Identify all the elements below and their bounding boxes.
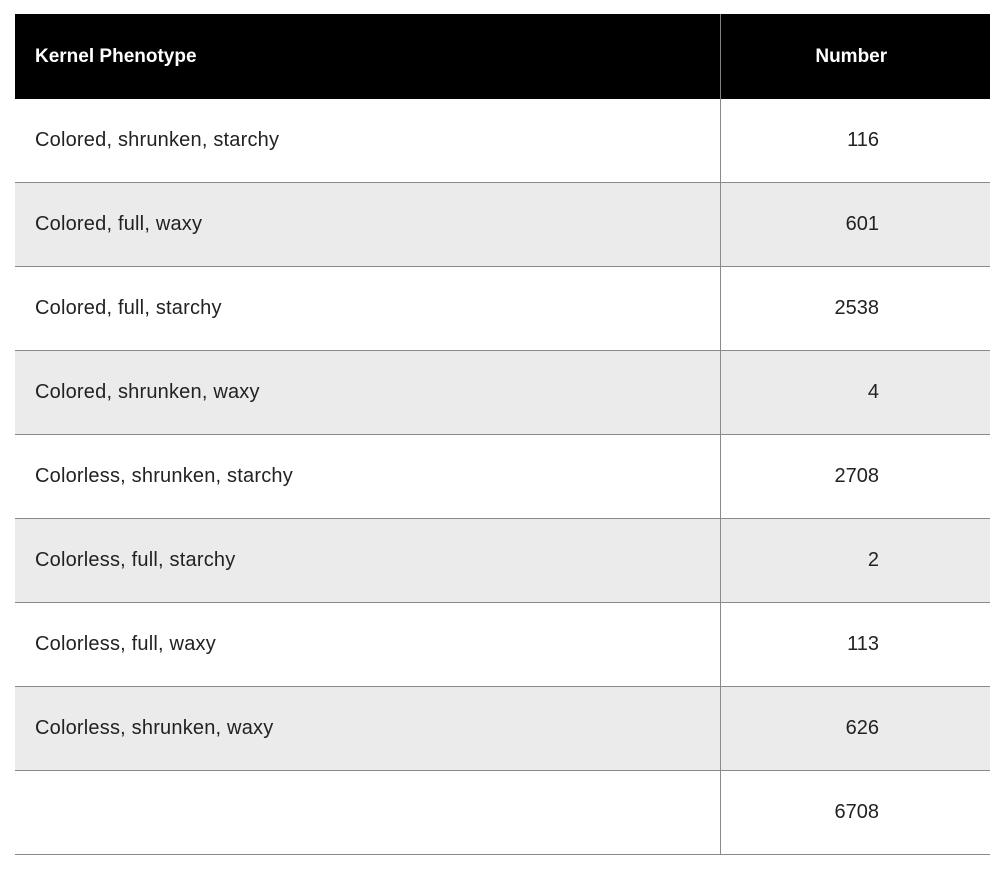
- phenotype-cell: Colorless, shrunken, starchy: [15, 434, 721, 519]
- number-cell: 4: [720, 350, 990, 435]
- phenotype-cell: Colorless, full, starchy: [15, 518, 721, 603]
- table-row: Colored, shrunken, starchy 116: [15, 99, 990, 183]
- table-row: Colored, shrunken, waxy 4: [15, 350, 990, 435]
- number-cell: 6708: [720, 770, 990, 855]
- header-number: Number: [720, 14, 990, 99]
- phenotype-cell: Colorless, shrunken, waxy: [15, 686, 721, 771]
- number-cell: 2: [720, 518, 990, 603]
- number-cell: 2708: [720, 434, 990, 519]
- table-row: Colored, full, waxy 601: [15, 182, 990, 267]
- phenotype-cell: Colored, full, starchy: [15, 266, 721, 351]
- phenotype-table-container: Kernel Phenotype Number Colored, shrunke…: [15, 14, 990, 855]
- phenotype-cell: [15, 770, 721, 855]
- phenotype-cell: Colorless, full, waxy: [15, 602, 721, 687]
- header-row: Kernel Phenotype Number: [15, 14, 990, 99]
- table-row: Colorless, shrunken, starchy 2708: [15, 434, 990, 519]
- number-cell: 2538: [720, 266, 990, 351]
- phenotype-cell: Colored, shrunken, waxy: [15, 350, 721, 435]
- table-header: Kernel Phenotype Number: [15, 14, 990, 99]
- number-cell: 113: [720, 602, 990, 687]
- phenotype-cell: Colored, shrunken, starchy: [15, 99, 721, 183]
- table-body: Colored, shrunken, starchy 116 Colored, fu…: [15, 99, 990, 855]
- header-kernel-phenotype: Kernel Phenotype: [15, 14, 721, 99]
- number-cell: 116: [720, 99, 990, 183]
- table-row: 6708: [15, 770, 990, 855]
- phenotype-cell: Colored, full, waxy: [15, 182, 721, 267]
- table-row: Colorless, shrunken, waxy 626: [15, 686, 990, 771]
- table-row: Colorless, full, waxy 113: [15, 602, 990, 687]
- table-row: Colored, full, starchy 2538: [15, 266, 990, 351]
- table-row: Colorless, full, starchy 2: [15, 518, 990, 603]
- kernel-phenotype-table: Kernel Phenotype Number Colored, shrunke…: [15, 14, 990, 855]
- number-cell: 601: [720, 182, 990, 267]
- number-cell: 626: [720, 686, 990, 771]
